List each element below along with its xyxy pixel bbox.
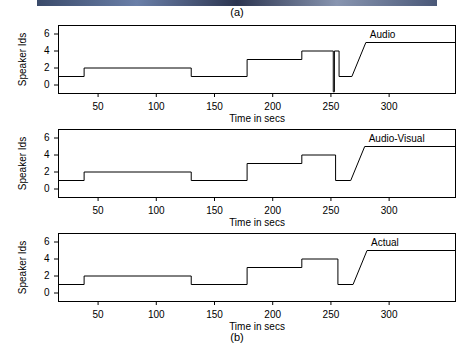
svg-text:Time in secs: Time in secs [229, 321, 285, 332]
svg-text:Speaker Ids: Speaker Ids [17, 33, 28, 86]
svg-text:Actual: Actual [371, 237, 399, 248]
svg-text:150: 150 [206, 309, 223, 320]
svg-text:Audio: Audio [370, 29, 396, 40]
svg-text:0: 0 [44, 79, 50, 90]
svg-text:150: 150 [206, 101, 223, 112]
svg-text:2: 2 [44, 270, 50, 281]
html-text:(b): (b) [230, 331, 244, 343]
svg-text:Speaker Ids: Speaker Ids [17, 137, 28, 190]
svg-text:50: 50 [93, 309, 105, 320]
svg-text:2: 2 [44, 62, 50, 73]
svg-text:100: 100 [148, 101, 165, 112]
svg-text:100: 100 [148, 309, 165, 320]
svg-text:200: 200 [264, 309, 281, 320]
svg-text:0: 0 [44, 183, 50, 194]
svg-text:100: 100 [148, 205, 165, 216]
svg-text:6: 6 [44, 28, 50, 39]
svg-text:50: 50 [93, 205, 105, 216]
svg-text:250: 250 [323, 309, 340, 320]
svg-text:6: 6 [44, 236, 50, 247]
svg-text:250: 250 [323, 205, 340, 216]
svg-text:250: 250 [323, 101, 340, 112]
svg-text:300: 300 [381, 309, 398, 320]
svg-text:Speaker Ids: Speaker Ids [17, 241, 28, 294]
svg-text:4: 4 [44, 149, 50, 160]
svg-text:150: 150 [206, 205, 223, 216]
html-text:(a): (a) [230, 6, 244, 18]
svg-text:0: 0 [44, 287, 50, 298]
svg-text:6: 6 [44, 132, 50, 143]
svg-text:Audio-Visual: Audio-Visual [369, 133, 425, 144]
svg-text:300: 300 [381, 205, 398, 216]
svg-text:2: 2 [44, 166, 50, 177]
svg-text:4: 4 [44, 253, 50, 264]
svg-text:Time in secs: Time in secs [229, 113, 285, 124]
svg-text:200: 200 [264, 101, 281, 112]
svg-text:Time in secs: Time in secs [229, 217, 285, 228]
svg-text:50: 50 [93, 101, 105, 112]
svg-text:200: 200 [264, 205, 281, 216]
svg-text:300: 300 [381, 101, 398, 112]
svg-text:4: 4 [44, 45, 50, 56]
